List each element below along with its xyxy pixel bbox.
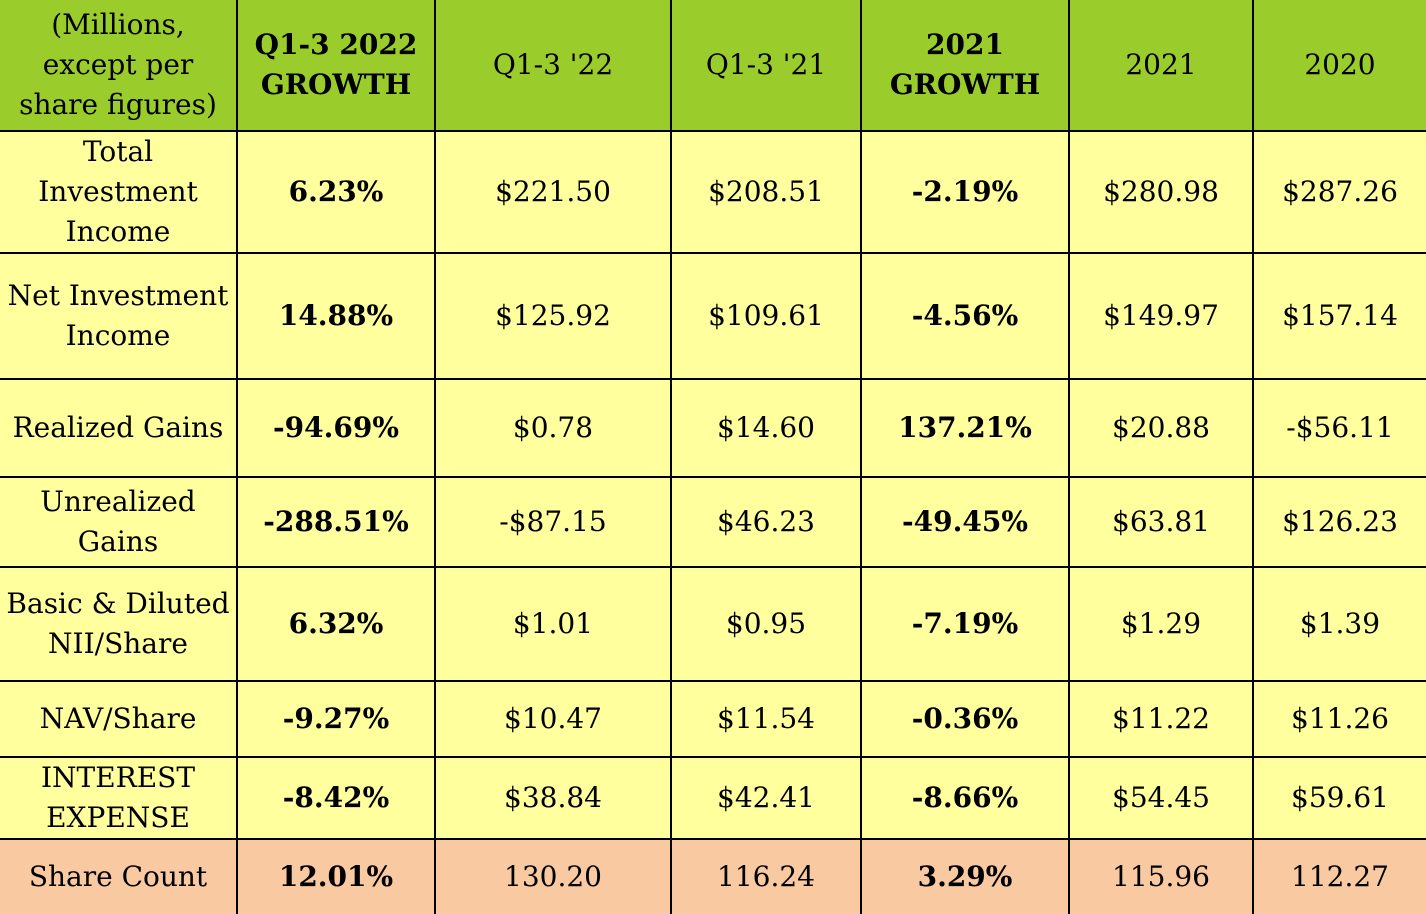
cell-2020: $11.26: [1252, 680, 1426, 758]
row-label: Unrealized Gains: [0, 476, 238, 568]
row-label-line: Total: [82, 135, 154, 168]
cell-q13-21: $14.60: [670, 378, 862, 478]
cell-2021: $280.98: [1068, 130, 1254, 254]
cell-q13-21: $42.41: [670, 756, 862, 840]
row-label-line: EXPENSE: [46, 801, 190, 834]
row-label-line: NAV/Share: [39, 702, 197, 735]
row-label-line: NII/Share: [48, 627, 188, 660]
header-2021-growth-line: GROWTH: [889, 68, 1041, 101]
row-label-line: Realized Gains: [12, 411, 224, 444]
cell-q13-22: $125.92: [434, 252, 672, 380]
header-2020: 2020: [1252, 0, 1426, 132]
cell-2021-growth: 3.29%: [860, 838, 1070, 914]
cell-q13-22: $10.47: [434, 680, 672, 758]
row-label: Basic & Diluted NII/Share: [0, 566, 238, 682]
table-row-nii-per-share: Basic & Diluted NII/Share 6.32% $1.01 $0…: [0, 566, 1426, 682]
cell-q13-growth: 6.23%: [236, 130, 436, 254]
cell-q13-growth: -8.42%: [236, 756, 436, 840]
row-label-line: Income: [65, 319, 171, 352]
table-row-unrealized-gains: Unrealized Gains -288.51% -$87.15 $46.23…: [0, 476, 1426, 568]
cell-q13-growth: -9.27%: [236, 680, 436, 758]
row-label: Share Count: [0, 838, 238, 914]
cell-q13-21: $0.95: [670, 566, 862, 682]
row-label: NAV/Share: [0, 680, 238, 758]
row-label-line: Investment: [38, 175, 198, 208]
cell-2021: $11.22: [1068, 680, 1254, 758]
row-label: Net Investment Income: [0, 252, 238, 380]
cell-q13-21: 116.24: [670, 838, 862, 914]
cell-q13-growth: 6.32%: [236, 566, 436, 682]
cell-2021: $149.97: [1068, 252, 1254, 380]
cell-2021-growth: -0.36%: [860, 680, 1070, 758]
row-label: Realized Gains: [0, 378, 238, 478]
table-row-nav-per-share: NAV/Share -9.27% $10.47 $11.54 -0.36% $1…: [0, 680, 1426, 758]
table-row-total-investment-income: Total Investment Income 6.23% $221.50 $2…: [0, 130, 1426, 254]
cell-q13-21: $208.51: [670, 130, 862, 254]
row-label-line: Net Investment: [7, 279, 229, 312]
cell-2021-growth: 137.21%: [860, 378, 1070, 478]
cell-q13-21: $46.23: [670, 476, 862, 568]
table-header: (Millions, except per share figures) Q1-…: [0, 0, 1426, 132]
header-row: (Millions, except per share figures) Q1-…: [0, 0, 1426, 132]
cell-2021: $1.29: [1068, 566, 1254, 682]
cell-2021: $20.88: [1068, 378, 1254, 478]
header-q13-2022-growth: Q1-3 2022 GROWTH: [236, 0, 436, 132]
header-2021-growth-line: 2021: [926, 28, 1004, 61]
cell-q13-22: 130.20: [434, 838, 672, 914]
header-2021-growth: 2021 GROWTH: [860, 0, 1070, 132]
cell-q13-growth: -288.51%: [236, 476, 436, 568]
cell-2020: -$56.11: [1252, 378, 1426, 478]
cell-2021: 115.96: [1068, 838, 1254, 914]
table-row-share-count: Share Count 12.01% 130.20 116.24 3.29% 1…: [0, 838, 1426, 914]
cell-q13-22: $221.50: [434, 130, 672, 254]
cell-2020: $287.26: [1252, 130, 1426, 254]
cell-q13-21: $11.54: [670, 680, 862, 758]
cell-q13-21: $109.61: [670, 252, 862, 380]
header-q13-2022-growth-line: Q1-3 2022: [254, 28, 418, 61]
row-label: INTEREST EXPENSE: [0, 756, 238, 840]
row-label-line: Gains: [77, 525, 159, 558]
cell-2021-growth: -7.19%: [860, 566, 1070, 682]
cell-2021-growth: -4.56%: [860, 252, 1070, 380]
cell-2021-growth: -8.66%: [860, 756, 1070, 840]
cell-q13-22: $38.84: [434, 756, 672, 840]
cell-2020: 112.27: [1252, 838, 1426, 914]
header-q13-22: Q1-3 '22: [434, 0, 672, 132]
cell-2020: $1.39: [1252, 566, 1426, 682]
cell-q13-22: $1.01: [434, 566, 672, 682]
cell-q13-growth: 12.01%: [236, 838, 436, 914]
header-units-line: except per: [42, 48, 194, 81]
row-label-line: INTEREST: [40, 761, 196, 794]
cell-q13-growth: -94.69%: [236, 378, 436, 478]
row-label-line: Unrealized: [40, 485, 196, 518]
header-units-line: (Millions,: [51, 8, 185, 41]
table-row-interest-expense: INTEREST EXPENSE -8.42% $38.84 $42.41 -8…: [0, 756, 1426, 840]
cell-q13-22: -$87.15: [434, 476, 672, 568]
table-body: Total Investment Income 6.23% $221.50 $2…: [0, 130, 1426, 914]
cell-2021: $54.45: [1068, 756, 1254, 840]
cell-q13-22: $0.78: [434, 378, 672, 478]
row-label-line: Share Count: [28, 860, 208, 893]
header-q13-2022-growth-line: GROWTH: [260, 68, 412, 101]
cell-2021-growth: -2.19%: [860, 130, 1070, 254]
row-label: Total Investment Income: [0, 130, 238, 254]
cell-2020: $59.61: [1252, 756, 1426, 840]
row-label-line: Income: [65, 215, 171, 248]
cell-2021: $63.81: [1068, 476, 1254, 568]
header-q13-21: Q1-3 '21: [670, 0, 862, 132]
cell-q13-growth: 14.88%: [236, 252, 436, 380]
table-row-net-investment-income: Net Investment Income 14.88% $125.92 $10…: [0, 252, 1426, 380]
row-label-line: Basic & Diluted: [6, 587, 230, 620]
header-units-label: (Millions, except per share figures): [0, 0, 238, 132]
header-units-line: share figures): [19, 88, 217, 121]
cell-2020: $126.23: [1252, 476, 1426, 568]
cell-2021-growth: -49.45%: [860, 476, 1070, 568]
header-2021: 2021: [1068, 0, 1254, 132]
table-row-realized-gains: Realized Gains -94.69% $0.78 $14.60 137.…: [0, 378, 1426, 478]
cell-2020: $157.14: [1252, 252, 1426, 380]
